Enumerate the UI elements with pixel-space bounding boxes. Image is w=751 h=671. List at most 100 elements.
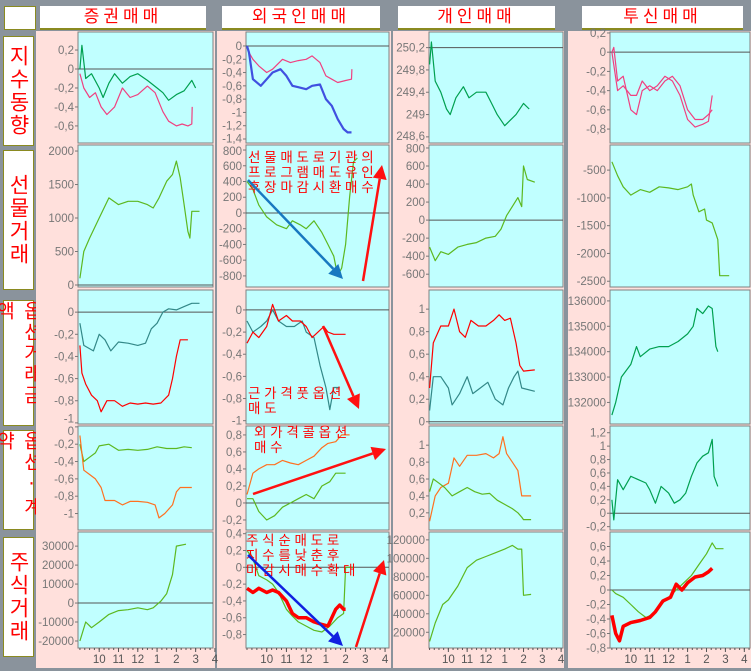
y-tick-label: 0 — [236, 498, 242, 510]
annotation-text: 선 물 매 도 로 기 관 의 — [248, 150, 374, 165]
y-tick-label: -20000 — [38, 636, 74, 648]
panel-3-1: -500 -1000 -1500 -2000 -2500 — [577, 144, 751, 288]
red-arrow-call-up — [252, 446, 386, 496]
y-tick-label: -0,4 — [586, 86, 606, 98]
plot-area — [245, 31, 390, 144]
panel-3-0: 0,2 0 -0,2 -0,4 -0,6 -0,8 — [586, 28, 751, 144]
y-tick-label: 0 — [236, 305, 242, 317]
annotation-text: 프 로 그 램 매 도 유 인 — [248, 165, 374, 180]
y-tick-label: 0,4 — [409, 491, 426, 503]
series-line-green — [79, 44, 197, 101]
y-tick-label: -0,8 — [54, 491, 74, 503]
y-tick-label: 0 — [68, 598, 74, 610]
plot-area — [77, 144, 214, 288]
arrow-shaft — [252, 452, 374, 496]
y-tick-label: -600 — [219, 255, 242, 267]
y-tick-label: -0,6 — [586, 105, 606, 117]
y-tick-label: -10000 — [38, 617, 74, 629]
y-tick-label: 0,4 — [590, 481, 607, 493]
y-tick-label: 0,2 — [590, 495, 606, 507]
y-tick-label: 40000 — [393, 609, 425, 621]
y-tick-label: 134000 — [568, 347, 606, 359]
y-tick-label: 0,2 — [590, 571, 606, 583]
x-tick-label: 10 — [442, 654, 455, 666]
panel-1-4: 0,40,20-0,2-0,4-0,6-0,810 11 12 1 2 3 4 — [222, 529, 390, 666]
series-line-red — [79, 339, 188, 413]
y-tick-label: 0,8 — [409, 327, 425, 339]
y-tick-label: -0,4 — [586, 614, 606, 626]
y-tick-label: -0,2 — [54, 439, 74, 451]
plot-area — [428, 31, 564, 144]
y-tick-label: 0,8 — [590, 455, 606, 467]
row-label-futures: 선물거래 — [3, 150, 34, 290]
y-tick-label: -0,2 — [54, 329, 74, 341]
panel-1-2: 0 -0,2 -0,4 -0,6 -0,8 -1 — [222, 289, 390, 428]
x-tick-label: 11 — [113, 654, 125, 666]
y-tick-label: -400 — [219, 239, 242, 251]
y-tick-label: -0,2 — [54, 83, 74, 95]
y-tick-label: 0 — [419, 215, 425, 227]
corner-cell — [4, 6, 36, 30]
y-tick-label: -1500 — [577, 221, 606, 233]
series-line-teal — [429, 370, 535, 411]
series-line-green — [611, 161, 730, 277]
annotation-text: 지 수 를 낮 춘 후 — [246, 548, 339, 563]
plot-area — [245, 289, 390, 425]
x-tick-label: 3 — [192, 654, 198, 666]
blue-arrow-futures-down — [247, 179, 343, 279]
arrow-head — [328, 264, 343, 279]
y-tick-label: -0,8 — [54, 396, 74, 408]
plot-area — [77, 531, 214, 649]
y-tick-label: -1 — [64, 414, 74, 426]
series-line-green — [429, 41, 530, 127]
x-tick-label: 11 — [461, 654, 473, 666]
y-tick-label: 20000 — [42, 560, 74, 572]
y-tick-label: 0,6 — [226, 447, 242, 459]
red-arrow-put-down — [321, 325, 360, 409]
arrow-shaft — [247, 554, 334, 638]
x-tick-label: 2 — [173, 654, 179, 666]
series-line-red — [610, 567, 714, 643]
x-tick-label: 12 — [480, 654, 493, 666]
y-tick-label: 800 — [223, 146, 242, 158]
y-tick-label: 0,6 — [409, 474, 425, 486]
x-tick-label: 2 — [342, 654, 348, 666]
panel-0-3: 0-0,2 -0,4 -0,6 -0,8 -1 — [54, 425, 214, 531]
series-line-teal — [246, 309, 340, 411]
plot-area — [77, 425, 214, 531]
y-tick-label: 200 — [406, 197, 425, 209]
panel-0-1: 2000 1500 1000 500 0 — [48, 144, 214, 292]
y-tick-label: 20000 — [393, 627, 425, 639]
panel-2-1: 800 600 400 200 0 -200 -400 -600 — [402, 144, 564, 288]
row-label-index-trend: 지수동향 — [3, 36, 34, 146]
plot-area — [609, 289, 751, 425]
y-tick-label: 120000 — [387, 535, 425, 547]
x-tick-label: 4 — [741, 654, 748, 666]
y-tick-label: 0,4 — [409, 372, 426, 384]
y-tick-label: 0 — [600, 47, 606, 59]
panel-0-2: 0 -0,2 -0,4 -0,6 -0,8 -1 — [54, 289, 214, 426]
panel-2-2: 1 0,8 0,6 0,4 0,2 0 — [409, 289, 564, 429]
annotation-text: 근 가 격 풋 옵 션 — [248, 386, 341, 401]
arrow-head — [370, 446, 386, 461]
x-tick-label: 3 — [722, 654, 728, 666]
row-label-text: 선물거래 — [6, 174, 31, 266]
y-tick-label: -0,4 — [54, 102, 74, 114]
y-tick-label: 600 — [223, 161, 242, 173]
y-tick-label: -0,2 — [586, 600, 606, 612]
x-tick-label: 4 — [382, 654, 389, 666]
series-line-green — [246, 550, 354, 633]
y-tick-label: 0 — [68, 426, 74, 438]
y-tick-label: -0,6 — [54, 374, 74, 386]
y-tick-label: 80000 — [393, 572, 425, 584]
series-line-pink-b — [611, 52, 713, 128]
series-line-pink-a — [611, 46, 713, 121]
y-tick-label: 0 — [68, 307, 74, 319]
series-line-blue — [245, 45, 352, 134]
y-tick-label: 0 — [600, 508, 606, 520]
y-tick-label: -200 — [402, 233, 425, 245]
y-tick-label: -0,6 — [54, 474, 74, 486]
panel-0-0: 0,2 0 -0,2 -0,4 -0,6 — [54, 31, 214, 144]
x-tick-label: 1 — [684, 654, 690, 666]
